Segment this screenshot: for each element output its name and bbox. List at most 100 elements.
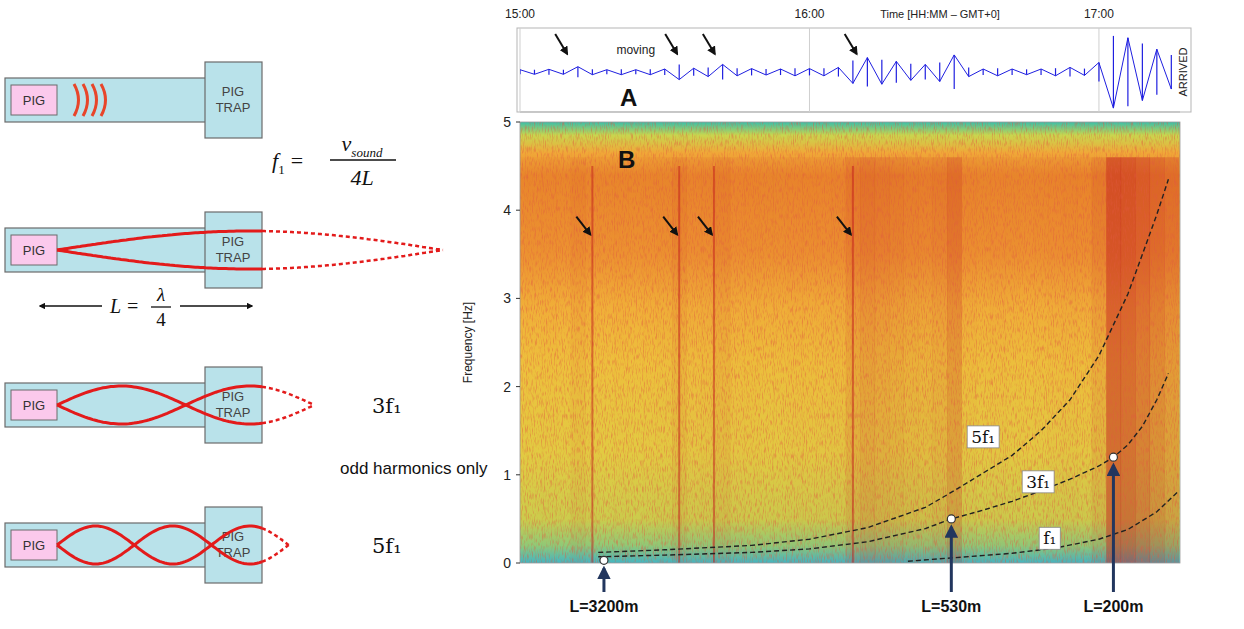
pig-trap <box>205 212 262 288</box>
waveform-amplitude <box>794 68 795 76</box>
waveform-amplitude <box>577 67 578 78</box>
series-label: 3f₁ <box>1026 472 1050 492</box>
waveform-amplitude <box>1156 49 1157 95</box>
waveform-amplitude <box>852 61 853 84</box>
y-tick-label: 4 <box>503 202 511 218</box>
standing-wave-extension <box>262 545 289 562</box>
event-streak <box>591 166 593 563</box>
plot-frame <box>520 122 1180 563</box>
waveform-amplitude <box>983 69 984 75</box>
pig-label: PIG <box>23 93 45 108</box>
waveform-amplitude <box>765 69 766 75</box>
standing-wave <box>57 386 262 424</box>
y-tick-label: 3 <box>503 290 511 306</box>
length-label: L=530m <box>921 598 981 615</box>
y-tick <box>516 474 520 475</box>
waveform-amplitude <box>737 68 738 76</box>
waveform-amplitude <box>635 70 636 75</box>
event-arrow <box>555 34 567 54</box>
waveform-amplitude <box>925 64 926 79</box>
waveform-amplitude <box>606 70 607 75</box>
pipe <box>5 78 210 122</box>
y-tick <box>516 210 520 211</box>
waveform-amplitude <box>896 61 897 82</box>
formula-denominator: 4L <box>350 165 373 190</box>
pig-trap-label: PIGTRAP <box>216 84 251 115</box>
mode-label: 3f₁ <box>372 394 402 418</box>
y-tick-label: 1 <box>503 467 511 483</box>
length-label: L=3200m <box>569 598 638 615</box>
event-arrow <box>665 34 677 54</box>
y-axis-title: Frequency [Hz] <box>461 302 475 383</box>
spectrogram <box>520 122 1180 563</box>
pig-trap-label-line: TRAP <box>216 250 251 265</box>
event-arrow <box>703 34 715 54</box>
pig-trap-label-line: TRAP <box>216 100 251 115</box>
length-arrow <box>1112 465 1115 592</box>
panel-letter: B <box>618 146 635 173</box>
pig-trap-label-line: PIG <box>222 84 244 99</box>
sound-arc <box>83 84 88 116</box>
mode-label: 5f₁ <box>372 534 402 558</box>
fraction-bar <box>330 159 396 161</box>
pig-trap-label: PIGTRAP <box>216 389 251 420</box>
waveform-amplitude <box>809 69 810 76</box>
sound-arc <box>92 84 97 116</box>
waveform <box>520 36 1171 108</box>
length-den: 4 <box>156 309 166 330</box>
x-tick-label: 15:00 <box>505 7 535 21</box>
waveform-amplitude <box>722 64 723 79</box>
length-label: L=200m <box>1083 598 1143 615</box>
pig <box>11 530 57 560</box>
event-arrow <box>576 217 590 235</box>
panel-letter: A <box>620 84 637 111</box>
pig-trap-label: PIGTRAP <box>216 234 251 265</box>
series-label: f₁ <box>1043 528 1056 548</box>
standing-wave <box>57 250 262 269</box>
y-tick <box>516 563 520 564</box>
waveform-amplitude <box>1113 36 1114 108</box>
event-arrow <box>663 217 677 235</box>
page: {"diagram": {"pig": "PIG", "trap": "PIG … <box>0 0 1244 629</box>
sound-arc <box>101 84 106 116</box>
event-streak <box>678 166 680 563</box>
pig <box>11 85 57 115</box>
formula-f-sub: 1 <box>278 162 285 177</box>
pig-trap-label: PIGTRAP <box>216 529 251 560</box>
panel-a-range-axis <box>520 112 1180 113</box>
pig-label: PIG <box>23 538 45 553</box>
waveform-amplitude <box>997 68 998 76</box>
waveform-amplitude <box>838 67 839 76</box>
pig-trap-label-line: PIG <box>222 389 244 404</box>
length-left: L = <box>109 295 139 317</box>
series-label: 5f₁ <box>971 427 995 447</box>
waveform-amplitude <box>693 68 694 76</box>
y-tick-label: 5 <box>503 114 511 130</box>
length-arrow <box>602 568 605 592</box>
event-streak <box>713 166 715 563</box>
waveform-amplitude <box>751 69 752 76</box>
waveform-amplitude <box>650 69 651 74</box>
harmonic-curve <box>598 179 1168 552</box>
formula-equals: = <box>291 148 303 173</box>
waveform-amplitude <box>910 64 911 81</box>
pig-trap <box>205 62 262 138</box>
y-tick-label: 2 <box>503 379 511 395</box>
waveform-amplitude <box>954 55 955 89</box>
formula-numerator: vsound <box>342 131 383 160</box>
length-arrow <box>950 527 953 592</box>
waveform-amplitude <box>867 58 868 87</box>
x-tick-label: 17:00 <box>1084 7 1114 21</box>
length-point <box>947 515 955 523</box>
standing-wave <box>57 526 262 564</box>
annotation: ARRIVED <box>1177 47 1189 96</box>
waveform-amplitude <box>534 70 535 75</box>
length-num: λ <box>156 284 165 305</box>
formula-v: v <box>342 131 352 156</box>
standing-wave-extension <box>262 250 443 269</box>
waveform-amplitude <box>780 69 781 75</box>
standing-wave <box>57 231 262 250</box>
grid-line <box>809 28 810 112</box>
event-arrow <box>845 34 857 54</box>
y-tick-label: 0 <box>503 555 511 571</box>
